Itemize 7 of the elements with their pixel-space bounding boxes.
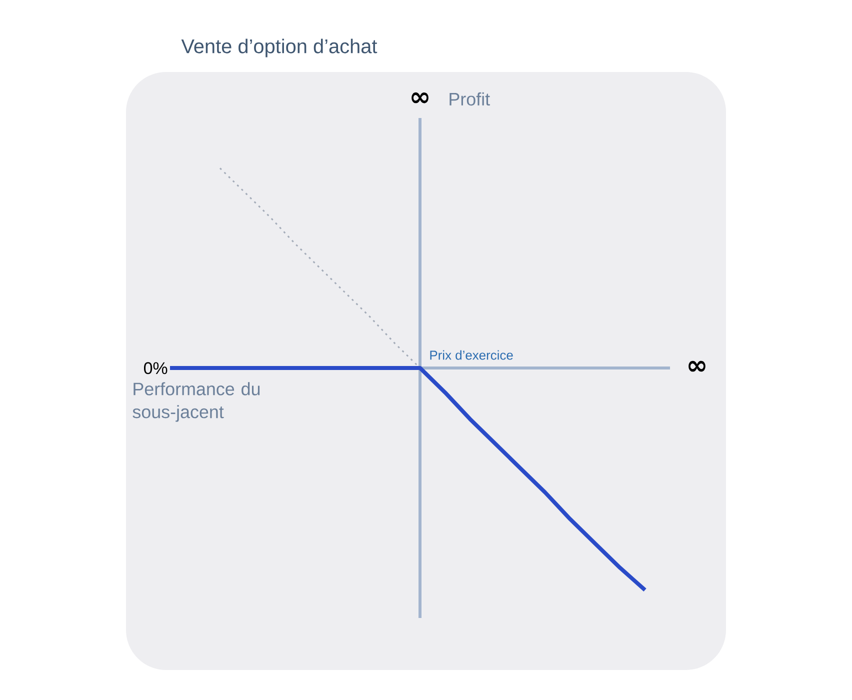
text: 0% — [144, 362, 168, 374]
annotation: Prix d’exercice — [430, 350, 513, 360]
text: ∞ — [412, 92, 428, 104]
y-axis-title: Profit — [450, 92, 490, 106]
x-axis-title: Performance du sous-jacent — [132, 382, 260, 422]
text: ∞ — [688, 360, 706, 372]
chart-title: Vente d’option d’achat — [181, 38, 378, 58]
